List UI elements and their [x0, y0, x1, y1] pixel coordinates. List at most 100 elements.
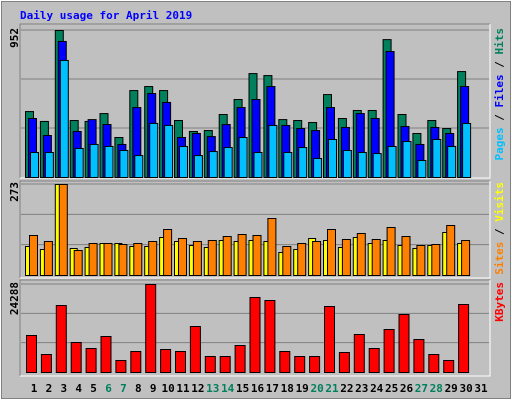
bar — [432, 139, 442, 179]
bar — [413, 339, 425, 373]
bar — [462, 122, 472, 178]
x-tick-label: 7 — [120, 382, 127, 395]
x-tick-label: 26 — [400, 382, 414, 395]
bar — [401, 236, 411, 276]
x-tick-label: 11 — [176, 382, 190, 395]
y-tick-label: 952 — [8, 28, 21, 48]
x-tick-label: 2 — [46, 382, 53, 395]
bar — [44, 151, 54, 178]
bar — [342, 149, 352, 178]
bar — [368, 348, 380, 373]
bar — [130, 351, 142, 373]
bar — [133, 243, 143, 276]
bar — [428, 354, 440, 373]
x-tick-label: 29 — [445, 382, 458, 395]
bar — [43, 241, 53, 276]
bevel — [19, 23, 490, 178]
bar — [223, 147, 233, 178]
x-tick-label: 3 — [60, 382, 67, 395]
bar — [73, 250, 83, 276]
bar — [268, 124, 278, 178]
bar — [164, 124, 174, 178]
legend-entry: Pages — [493, 127, 506, 160]
bar — [264, 300, 276, 373]
x-tick-label: 8 — [135, 382, 142, 395]
bar — [30, 151, 39, 178]
bar — [417, 160, 427, 179]
bar — [294, 356, 306, 373]
bar — [283, 151, 293, 178]
bar — [207, 240, 217, 276]
bar — [312, 241, 322, 276]
bar — [58, 184, 68, 276]
x-tick-label: 6 — [105, 382, 112, 395]
x-tick-label: 21 — [325, 382, 339, 395]
bar — [85, 348, 97, 373]
x-tick-label: 10 — [161, 382, 174, 395]
bar — [447, 145, 457, 179]
bar — [222, 236, 232, 276]
bar — [148, 241, 158, 276]
legend-entry: Files — [493, 74, 506, 107]
bar — [353, 334, 365, 373]
legend: Sites / Visits — [493, 182, 506, 275]
legend-entry: Hits — [493, 28, 506, 55]
bar — [149, 122, 159, 178]
x-tick-label: 17 — [266, 382, 279, 395]
bar — [398, 314, 410, 373]
bar — [193, 155, 203, 179]
x-tick-label: 19 — [296, 382, 309, 395]
bar — [282, 246, 292, 276]
chart-title: Daily usage for April 2019 — [20, 9, 192, 22]
x-tick-label: 22 — [340, 382, 353, 395]
bar — [371, 239, 381, 276]
bar — [204, 356, 216, 373]
bar — [115, 360, 127, 373]
bevel — [19, 279, 490, 376]
bar — [74, 147, 84, 178]
legend-separator: / — [493, 222, 506, 242]
x-tick-label: 4 — [75, 382, 82, 395]
bar — [327, 229, 336, 276]
x-tick-label: 31 — [474, 382, 488, 395]
bar — [160, 349, 172, 373]
bar — [163, 229, 173, 276]
y-tick-label: 24288 — [8, 282, 21, 315]
x-tick-label: 30 — [459, 382, 472, 395]
x-tick-label: 1 — [31, 382, 38, 395]
x-tick-label: 18 — [281, 382, 294, 395]
legend: Pages / Files / Hits — [493, 28, 506, 161]
bar — [431, 244, 441, 276]
bar — [356, 233, 366, 276]
bar — [443, 360, 455, 373]
bar — [178, 238, 187, 276]
bar — [461, 240, 471, 276]
x-tick-label: 13 — [206, 382, 219, 395]
bar — [313, 158, 323, 179]
bar — [341, 239, 351, 276]
bar — [249, 297, 261, 373]
bar — [145, 284, 157, 373]
bar — [179, 145, 188, 179]
x-tick-label: 16 — [251, 382, 265, 395]
bar — [104, 145, 114, 179]
bar — [402, 141, 412, 179]
bar — [134, 155, 144, 179]
bar — [387, 145, 397, 179]
bar — [328, 139, 337, 179]
x-tick-label: 20 — [310, 382, 323, 395]
bar — [279, 351, 291, 373]
bevel — [20, 181, 491, 279]
bar — [324, 306, 335, 373]
y-tick-label: 273 — [8, 182, 21, 202]
bar — [119, 149, 129, 178]
legend-entry: Sites — [493, 242, 506, 275]
x-tick-label: 14 — [221, 382, 235, 395]
bar — [386, 227, 396, 276]
x-tick-label: 24 — [370, 382, 384, 395]
bar — [26, 335, 37, 373]
bar — [252, 235, 262, 276]
legend-entry: Visits — [493, 182, 506, 222]
x-tick-label: 23 — [355, 382, 368, 395]
